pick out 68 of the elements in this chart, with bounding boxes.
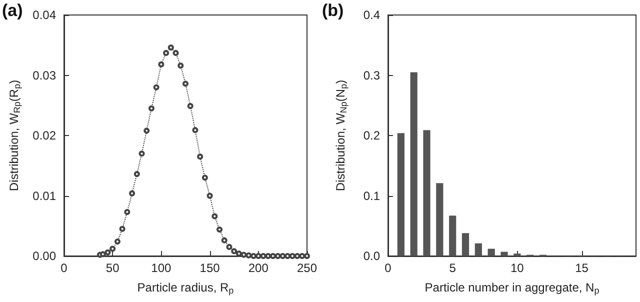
bar: [423, 130, 430, 256]
point: [163, 50, 170, 56]
x-tick-label: 150: [200, 261, 220, 275]
bar: [474, 243, 482, 256]
bar: [410, 72, 418, 256]
y-tick-label: 0.0: [363, 249, 380, 263]
point: [187, 102, 194, 109]
point: [216, 226, 223, 232]
point: [294, 253, 300, 259]
x-tick-label: 0: [60, 261, 68, 275]
bar: [488, 248, 495, 256]
x-tick-label: 0: [384, 261, 392, 275]
point: [197, 154, 204, 160]
point: [110, 246, 116, 252]
y-tick-label: 0.03: [32, 68, 56, 82]
bar: [397, 133, 404, 256]
x-tick-label: 5: [449, 261, 456, 275]
point: [246, 252, 252, 258]
point: [153, 84, 160, 90]
x-tick-label: 250: [296, 261, 318, 275]
point: [144, 128, 150, 134]
point: [104, 249, 111, 256]
text: (a): [2, 1, 23, 20]
y-tick-label: 0.01: [32, 188, 56, 203]
bar: [449, 216, 456, 256]
point: [100, 251, 106, 258]
point: [158, 61, 164, 68]
point: [212, 213, 218, 220]
x-tick-label: 100: [151, 261, 172, 275]
point: [274, 253, 281, 259]
y-tick-label: 0.1: [363, 188, 380, 203]
x-tick-label: 200: [248, 261, 269, 275]
x-tick-label: 10: [510, 261, 524, 275]
point: [124, 209, 130, 216]
x-tick-label: 15: [575, 261, 589, 275]
point: [172, 50, 179, 56]
point: [148, 105, 154, 112]
y-tick-label: 0.4: [363, 8, 380, 22]
point: [231, 248, 238, 254]
point: [178, 62, 184, 69]
y-tick-label: 0.02: [32, 128, 56, 142]
point: [119, 226, 126, 232]
point: [192, 127, 198, 134]
point: [202, 174, 208, 181]
y-axis-title: Distribution, WNp(Np): [334, 80, 348, 192]
point: [134, 171, 140, 178]
bar: [462, 233, 470, 256]
point: [221, 237, 228, 244]
point: [206, 192, 213, 199]
y-axis-title: Distribution, WRp(Rp): [7, 80, 22, 192]
point: [226, 244, 232, 250]
point: [168, 44, 174, 51]
point: [260, 253, 266, 259]
y-tick-label: 0.00: [32, 249, 56, 263]
point: [280, 253, 286, 259]
x-tick-label: 50: [106, 261, 120, 275]
point: [129, 190, 136, 196]
bar: [436, 183, 444, 256]
y-tick-label: 0.2: [363, 128, 380, 142]
point: [138, 150, 145, 157]
text: (b): [322, 1, 344, 20]
point: [114, 238, 120, 245]
y-tick-label: 0.3: [363, 68, 380, 82]
bar: [500, 252, 508, 256]
point: [240, 252, 247, 258]
point: [236, 250, 242, 257]
y-tick-label: 0.04: [32, 8, 56, 22]
point: [182, 80, 188, 87]
